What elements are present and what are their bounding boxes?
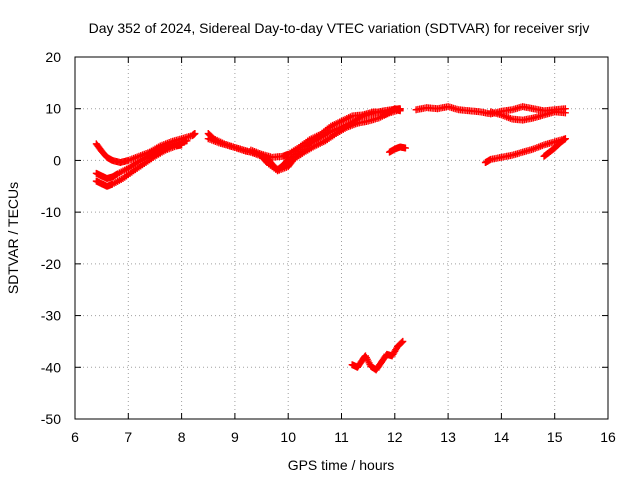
series-arc-g	[380, 105, 404, 119]
x-tick-label: 15	[547, 429, 563, 445]
series-arc-b	[92, 137, 191, 183]
data-point	[183, 137, 191, 145]
series-arc-d	[204, 105, 404, 174]
data-point	[178, 141, 186, 149]
x-tick-label: 6	[71, 429, 79, 445]
x-tick-label: 8	[178, 429, 186, 445]
x-axis-label: GPS time / hours	[288, 457, 395, 473]
y-axis-label: SDTVAR / TECUs	[5, 182, 21, 294]
series-arc-c	[92, 141, 186, 190]
data-point	[191, 130, 199, 138]
x-tick-label: 16	[600, 429, 616, 445]
y-tick-label: -40	[41, 359, 61, 375]
data-point	[398, 338, 406, 346]
data-point	[561, 135, 569, 143]
y-tick-label: -50	[41, 411, 61, 427]
y-tick-label: -30	[41, 308, 61, 324]
data-point	[561, 109, 569, 117]
series-arc-i	[348, 337, 407, 374]
data-point	[401, 144, 409, 152]
series-arc-h	[385, 143, 409, 156]
x-tick-label: 9	[231, 429, 239, 445]
x-tick-label: 13	[440, 429, 456, 445]
series-arc-m	[540, 135, 569, 160]
y-tick-label: -10	[41, 204, 61, 220]
x-tick-label: 12	[387, 429, 403, 445]
x-tick-labels: 6 7 8 9 10 11 12 13 14 15 16	[71, 429, 616, 445]
y-tick-label: 20	[45, 49, 61, 65]
y-tick-label: -20	[41, 256, 61, 272]
data-point	[399, 337, 407, 345]
y-tick-label: 0	[53, 152, 61, 168]
y-tick-labels: 20 10 0 -10 -20 -30 -40 -50	[41, 49, 61, 427]
data-point	[396, 107, 404, 115]
x-tick-label: 7	[124, 429, 132, 445]
data-points	[92, 103, 569, 374]
grid-lines	[75, 57, 608, 419]
x-tick-label: 11	[334, 429, 349, 445]
series-arc-k	[487, 108, 569, 124]
y-tick-label: 10	[45, 101, 61, 117]
axis-ticks	[74, 56, 609, 420]
chart-title: Day 352 of 2024, Sidereal Day-to-day VTE…	[89, 20, 590, 36]
x-tick-label: 10	[280, 429, 296, 445]
series-arc-f	[247, 106, 399, 161]
x-tick-label: 14	[494, 429, 510, 445]
